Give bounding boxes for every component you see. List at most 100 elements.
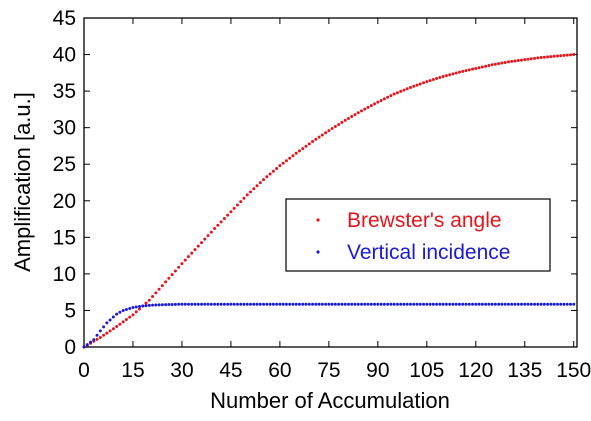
data-point bbox=[506, 302, 510, 306]
data-point bbox=[297, 149, 301, 153]
data-point bbox=[382, 97, 386, 101]
data-point bbox=[418, 82, 422, 86]
data-point bbox=[350, 302, 354, 306]
data-point bbox=[222, 216, 226, 220]
data-point bbox=[131, 306, 135, 310]
data-point bbox=[232, 302, 236, 306]
data-point bbox=[392, 92, 396, 96]
data-point bbox=[343, 118, 347, 122]
data-point bbox=[529, 302, 533, 306]
data-point bbox=[160, 284, 164, 288]
data-point bbox=[526, 57, 530, 61]
data-point bbox=[402, 302, 406, 306]
plot-frame bbox=[83, 17, 578, 348]
data-point bbox=[222, 302, 226, 306]
data-point bbox=[539, 302, 543, 306]
data-point bbox=[353, 113, 357, 117]
data-point bbox=[480, 302, 484, 306]
y-tick-label: 40 bbox=[53, 44, 76, 67]
data-point bbox=[284, 302, 288, 306]
data-point bbox=[111, 315, 115, 319]
data-point bbox=[245, 302, 249, 306]
data-point bbox=[262, 302, 266, 306]
data-point bbox=[425, 302, 429, 306]
data-point bbox=[568, 302, 572, 306]
data-point bbox=[412, 84, 416, 88]
data-point bbox=[102, 333, 106, 337]
data-point bbox=[294, 151, 298, 155]
x-tick-label: 15 bbox=[121, 359, 144, 382]
data-point bbox=[180, 262, 184, 266]
data-point bbox=[131, 313, 135, 317]
data-point bbox=[360, 302, 364, 306]
data-point bbox=[275, 166, 279, 170]
data-point bbox=[399, 89, 403, 93]
data-point bbox=[448, 73, 452, 77]
data-point bbox=[235, 203, 239, 207]
data-point bbox=[549, 55, 553, 59]
data-point bbox=[209, 302, 213, 306]
data-point bbox=[493, 62, 497, 66]
data-point bbox=[144, 301, 148, 305]
data-point bbox=[330, 302, 334, 306]
x-tick-label: 135 bbox=[507, 359, 542, 382]
data-point bbox=[190, 302, 194, 306]
data-point bbox=[526, 302, 530, 306]
data-point bbox=[196, 244, 200, 248]
y-tick-label: 20 bbox=[53, 190, 76, 213]
data-point bbox=[213, 227, 217, 231]
data-point bbox=[271, 302, 275, 306]
data-point bbox=[373, 102, 377, 106]
data-point bbox=[327, 302, 331, 306]
data-point bbox=[216, 302, 220, 306]
data-point bbox=[177, 302, 181, 306]
data-point bbox=[180, 302, 184, 306]
data-point bbox=[226, 302, 230, 306]
data-point bbox=[170, 302, 174, 306]
data-point bbox=[265, 302, 269, 306]
data-point bbox=[157, 287, 161, 291]
data-point bbox=[497, 62, 501, 66]
data-point bbox=[268, 172, 272, 176]
data-point bbox=[356, 302, 360, 306]
data-point bbox=[337, 122, 341, 126]
data-point bbox=[144, 304, 148, 308]
data-point bbox=[444, 302, 448, 306]
x-tick-label: 0 bbox=[78, 359, 90, 382]
data-point bbox=[422, 81, 426, 85]
data-point bbox=[268, 302, 272, 306]
data-point bbox=[366, 105, 370, 109]
data-point bbox=[565, 53, 569, 57]
data-point bbox=[379, 302, 383, 306]
data-point bbox=[105, 321, 109, 325]
data-point bbox=[523, 302, 527, 306]
data-point bbox=[128, 315, 132, 319]
data-point bbox=[457, 302, 461, 306]
data-point bbox=[278, 164, 282, 168]
data-point bbox=[451, 302, 455, 306]
data-point bbox=[474, 302, 478, 306]
data-point bbox=[219, 302, 223, 306]
data-point bbox=[160, 303, 164, 307]
data-point bbox=[121, 308, 125, 312]
data-point bbox=[555, 302, 559, 306]
y-tick-label: 10 bbox=[53, 263, 76, 286]
data-point bbox=[288, 302, 292, 306]
data-point bbox=[405, 302, 409, 306]
data-point bbox=[124, 307, 128, 311]
data-point bbox=[510, 302, 514, 306]
data-point bbox=[291, 154, 295, 158]
data-point bbox=[464, 302, 468, 306]
data-point bbox=[389, 302, 393, 306]
data-point bbox=[435, 302, 439, 306]
data-point bbox=[506, 60, 510, 64]
data-point bbox=[307, 142, 311, 146]
data-point bbox=[258, 302, 262, 306]
data-point bbox=[572, 53, 576, 57]
data-point bbox=[395, 302, 399, 306]
data-point bbox=[284, 159, 288, 163]
data-point bbox=[536, 302, 540, 306]
data-point bbox=[245, 193, 249, 197]
y-tick-label: 5 bbox=[64, 299, 76, 322]
data-point bbox=[529, 57, 533, 61]
